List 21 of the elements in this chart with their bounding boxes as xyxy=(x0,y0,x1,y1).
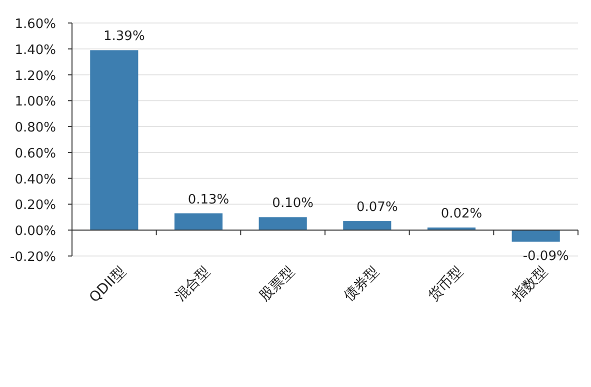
data-label: 0.07% xyxy=(356,200,398,216)
data-label: 1.39% xyxy=(104,29,145,44)
data-label: -0.09% xyxy=(522,248,569,264)
x-tick-label: 股票型 xyxy=(256,264,298,305)
data-label: 0.10% xyxy=(272,196,314,212)
y-tick-label: 0.80% xyxy=(14,120,56,136)
y-tick-label: 0.40% xyxy=(14,172,56,188)
y-tick-label: -0.20% xyxy=(10,250,56,265)
x-tick-label: 指数型 xyxy=(508,264,551,306)
y-tick-label: 0.20% xyxy=(14,198,56,214)
x-tick-label: 混合型 xyxy=(172,264,214,305)
y-tick-label: 1.20% xyxy=(14,68,56,84)
x-tick-label: 货币型 xyxy=(425,264,466,305)
y-tick-label: 1.60% xyxy=(14,17,56,32)
y-tick-label: 1.00% xyxy=(14,94,56,110)
data-label: 0.02% xyxy=(440,206,482,222)
y-tick-label: 0.60% xyxy=(14,146,56,162)
y-tick-label: 0.00% xyxy=(14,224,56,240)
x-tick-label: 债券型 xyxy=(340,264,382,305)
data-label: 0.13% xyxy=(188,192,230,208)
y-tick-label: 1.40% xyxy=(14,42,56,58)
